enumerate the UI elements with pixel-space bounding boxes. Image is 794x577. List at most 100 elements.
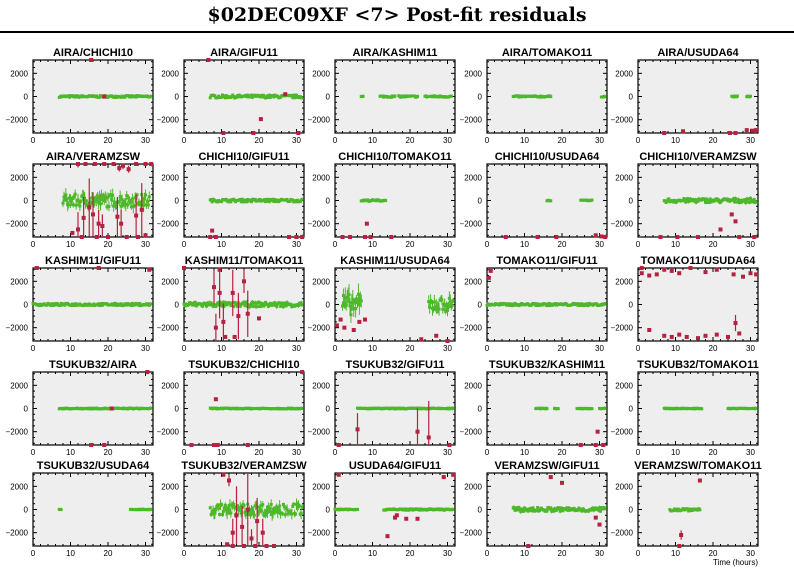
good-point	[355, 297, 359, 301]
good-point	[74, 302, 78, 306]
y-tick-label: −2000	[308, 220, 331, 229]
good-point	[744, 201, 748, 205]
good-point	[125, 194, 129, 198]
x-tick-label: 30	[141, 549, 150, 558]
good-point	[549, 199, 553, 203]
panel-title: TSUKUB32/CHICHI10	[188, 359, 299, 371]
good-point	[217, 301, 221, 305]
y-tick-label: 2000	[464, 69, 482, 78]
bad-point	[70, 230, 75, 235]
bad-point	[696, 336, 700, 341]
good-point	[603, 302, 607, 306]
good-point	[261, 302, 265, 306]
good-point	[267, 303, 271, 307]
bad-point	[189, 443, 194, 447]
good-point	[704, 200, 707, 204]
good-point	[136, 202, 140, 206]
plot-area	[637, 59, 759, 134]
good-point	[285, 508, 289, 512]
x-tick-label: 10	[368, 136, 377, 145]
x-tick-label: 20	[558, 344, 567, 353]
panel: AIRA/GIFU11 0 10 20 30 2000 0 −2000	[157, 47, 305, 145]
good-point	[351, 298, 355, 302]
bad-point	[253, 544, 258, 548]
good-point	[247, 303, 251, 307]
good-point	[277, 508, 281, 512]
panel-title: KASHIM11/USUDA64	[340, 255, 450, 267]
good-point	[260, 93, 264, 97]
good-point	[739, 200, 743, 204]
good-point	[300, 303, 304, 307]
x-tick-label: 0	[31, 240, 36, 249]
bad-point	[102, 94, 107, 99]
panel-title: CHICHI10/VERAMZSW	[639, 151, 757, 163]
bad-point	[223, 334, 228, 339]
good-point	[137, 303, 141, 307]
panel: KASHIM11/TOMAKO11 0 10 20 30 2000 0 −2000	[157, 255, 305, 353]
good-point	[737, 200, 741, 204]
good-point	[218, 513, 222, 517]
good-point	[300, 406, 304, 410]
good-point	[553, 302, 557, 306]
good-point	[443, 303, 447, 307]
y-tick-label: 2000	[464, 173, 482, 182]
good-point	[77, 199, 81, 203]
good-point	[577, 302, 581, 306]
good-point	[201, 304, 205, 308]
bad-point	[601, 443, 606, 447]
good-point	[290, 94, 294, 98]
bad-point	[334, 323, 339, 328]
good-point	[445, 304, 449, 308]
panel-title: KASHIM11/TOMAKO11	[185, 255, 303, 267]
good-point	[348, 304, 352, 308]
good-point	[295, 93, 298, 97]
y-tick-label: 2000	[312, 381, 330, 390]
good-point	[204, 302, 208, 306]
bad-point	[426, 435, 431, 440]
bad-point	[111, 162, 116, 166]
x-tick-label: 30	[141, 448, 150, 457]
good-point	[300, 197, 304, 201]
good-point	[71, 302, 75, 306]
good-point	[208, 96, 212, 100]
good-point	[251, 304, 255, 308]
good-point	[278, 301, 282, 305]
x-tick-label: 10	[520, 136, 529, 145]
bad-point	[230, 530, 235, 535]
good-point	[64, 193, 68, 197]
bad-point	[733, 219, 738, 224]
good-point	[49, 303, 53, 307]
y-tick-label: 2000	[10, 173, 28, 182]
x-tick-label: 20	[255, 344, 264, 353]
x-tick-label: 10	[217, 448, 226, 457]
good-point	[222, 506, 226, 510]
good-point	[603, 95, 607, 99]
good-point	[749, 94, 752, 98]
bad-point	[213, 235, 218, 239]
good-point	[432, 300, 436, 304]
good-point	[133, 303, 137, 307]
good-point	[446, 305, 450, 309]
bad-point	[272, 544, 276, 548]
bad-point	[206, 58, 211, 62]
x-tick-label: 30	[141, 136, 150, 145]
good-point	[209, 512, 213, 516]
bad-point	[675, 235, 680, 239]
good-point	[667, 197, 671, 201]
bad-point	[688, 266, 693, 270]
bad-point	[445, 339, 450, 343]
good-point	[228, 302, 232, 306]
good-point	[436, 305, 440, 309]
good-point	[738, 199, 742, 203]
x-tick-label: 10	[368, 549, 377, 558]
y-tick-label: 2000	[161, 277, 179, 286]
x-tick-label: 10	[520, 344, 529, 353]
bad-point	[677, 271, 682, 276]
y-tick-label: 2000	[615, 381, 633, 390]
good-point	[280, 301, 284, 305]
good-point	[533, 302, 537, 306]
good-point	[430, 299, 434, 303]
good-point	[208, 303, 212, 307]
y-tick-label: 2000	[161, 173, 179, 182]
good-point	[297, 504, 301, 508]
